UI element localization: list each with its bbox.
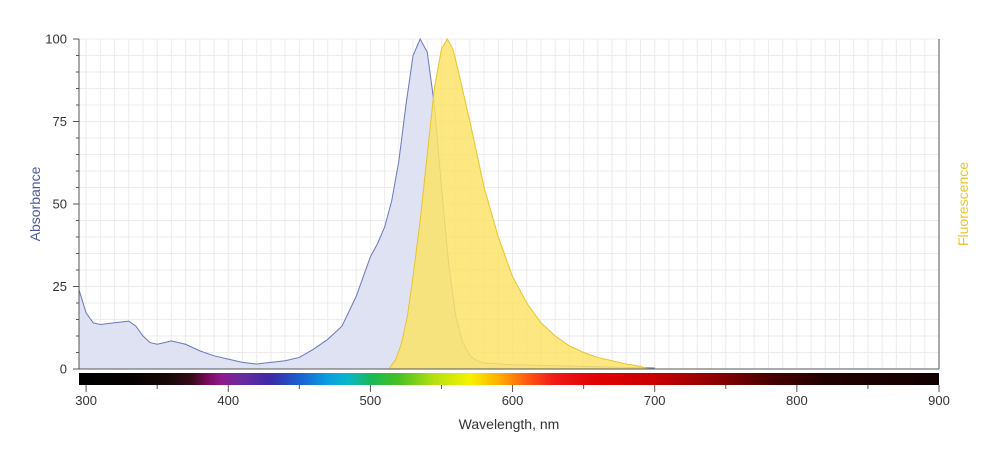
y-tick-label: 50: [53, 197, 67, 212]
absorbance-area: [79, 39, 655, 369]
x-tick-label: 900: [928, 393, 950, 408]
fluorescence-line: [388, 37, 648, 370]
axes: [73, 38, 940, 370]
fluorescence-area: [388, 39, 648, 369]
x-tick-label: 800: [786, 393, 808, 408]
y-tick-label: 100: [45, 32, 67, 47]
x-tick-label: 700: [644, 393, 666, 408]
y-tick-labels: 0 25 50 75 100: [45, 32, 67, 377]
x-tick-label: 500: [360, 393, 382, 408]
x-tick-labels: 300 400 500 600 700 800 900: [75, 385, 950, 408]
y2-axis-title: Fluorescence: [955, 162, 971, 246]
y-tick-label: 75: [53, 114, 67, 129]
y-tick-label: 0: [60, 362, 67, 377]
x-tick-label: 400: [217, 393, 239, 408]
x-axis-title: Wavelength, nm: [459, 416, 560, 432]
y-axis-title: Absorbance: [27, 166, 43, 241]
series-areas: [78, 37, 655, 370]
x-tick-label: 300: [75, 393, 97, 408]
y-tick-label: 25: [53, 279, 67, 294]
visible-spectrum-bar: [79, 373, 939, 385]
x-tick-label: 600: [502, 393, 524, 408]
